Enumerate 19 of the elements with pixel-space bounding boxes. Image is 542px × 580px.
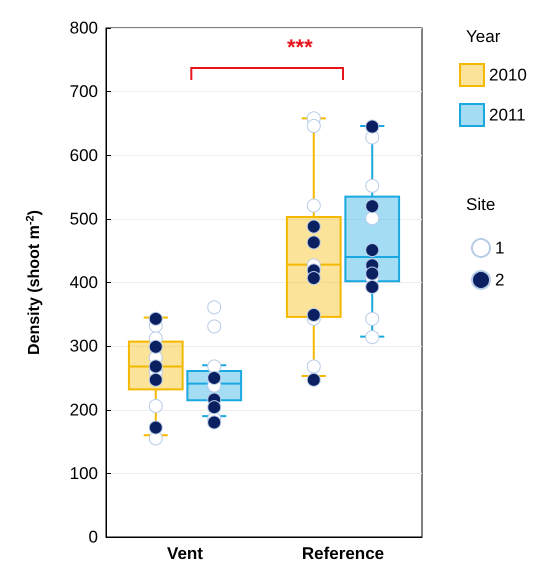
legend-label: 1 bbox=[495, 238, 504, 258]
legend-label: 2011 bbox=[489, 106, 526, 124]
legend-label: 2010 bbox=[489, 66, 527, 84]
y-axis-title: Density (shoot m-2) bbox=[24, 210, 43, 355]
y-tick-label: 100 bbox=[70, 464, 98, 483]
y-tick-label: 700 bbox=[70, 82, 98, 102]
y-tick-label: 0 bbox=[88, 528, 98, 546]
text: Site bbox=[466, 195, 496, 214]
y-tick-label: 800 bbox=[70, 18, 98, 38]
x-tick-label: Vent bbox=[167, 544, 204, 563]
y-tick-label: 300 bbox=[70, 336, 98, 356]
annotation: *** bbox=[287, 34, 314, 60]
y-tick-label: 600 bbox=[70, 146, 98, 165]
y-tick-label: 200 bbox=[70, 400, 98, 420]
x-tick-label: Reference bbox=[302, 544, 384, 563]
y-tick-label: 400 bbox=[70, 273, 98, 292]
legend-title: Year bbox=[466, 27, 501, 46]
y-tick-label: 500 bbox=[70, 209, 98, 228]
legend-label: 2 bbox=[495, 270, 504, 290]
